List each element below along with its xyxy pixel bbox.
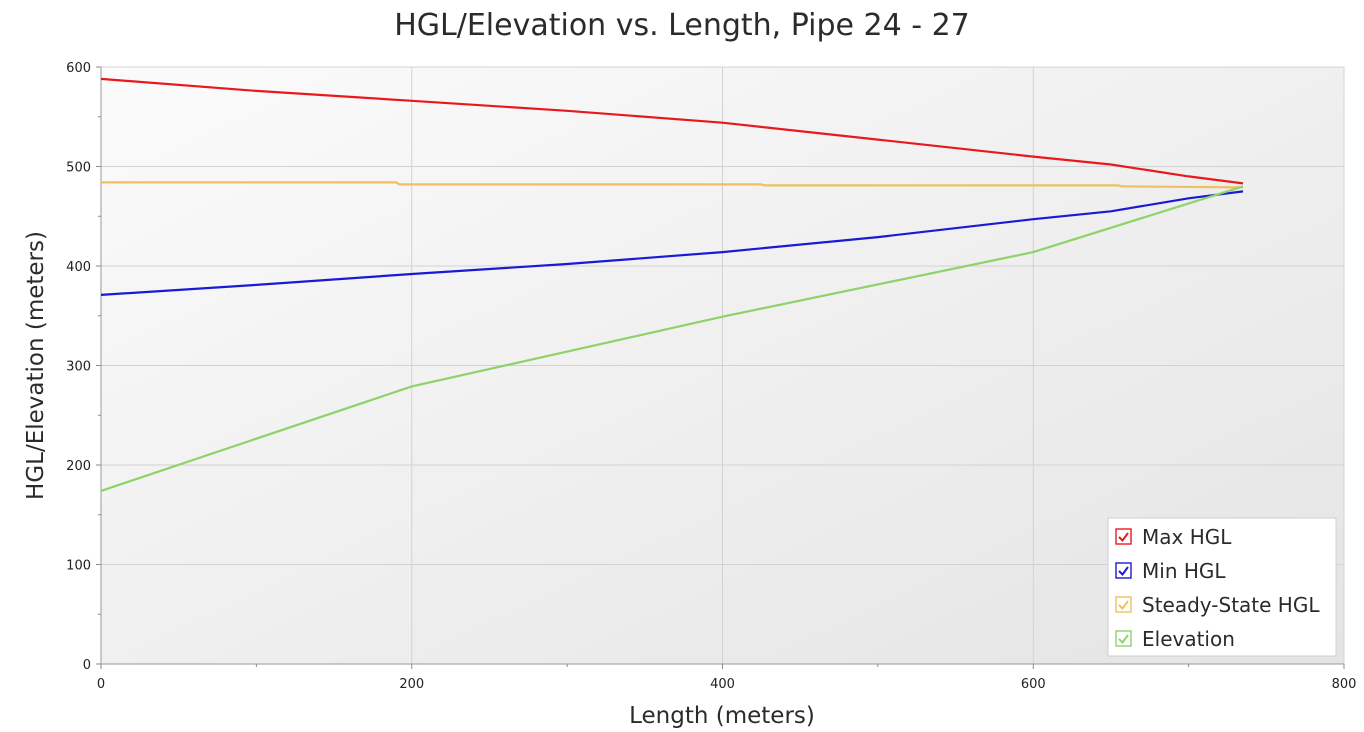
check-icon	[1118, 634, 1129, 645]
series-line-max-hgl	[100, 77, 1244, 185]
legend-label-elevation: Elevation	[1142, 627, 1235, 651]
legend-label-min-hgl: Min HGL	[1142, 559, 1226, 583]
series-line-elevation	[100, 185, 1244, 492]
y-tick-label: 500	[66, 161, 91, 176]
legend-checkbox-elevation[interactable]	[1115, 630, 1132, 647]
x-tick-label: 600	[1021, 677, 1046, 692]
y-tick-label: 300	[66, 360, 91, 375]
y-tick-label: 100	[66, 559, 91, 574]
series-lines	[100, 77, 1244, 492]
x-tick-label: 200	[399, 677, 424, 692]
x-tick-label: 800	[1332, 677, 1357, 692]
y-tick-label: 0	[83, 658, 91, 673]
gridlines	[101, 67, 1344, 664]
y-tick-label: 600	[66, 61, 91, 76]
check-icon	[1118, 600, 1129, 611]
legend-box	[1107, 517, 1337, 657]
x-axis-label: Length (meters)	[629, 703, 815, 729]
y-tick-label: 200	[66, 459, 91, 474]
legend-checkbox-min-hgl[interactable]	[1115, 562, 1132, 579]
series-line-steady-state-hgl	[101, 181, 1244, 189]
x-axis-ticks: 0 200 400 600 800	[97, 664, 1357, 692]
chart-title: HGL/Elevation vs. Length, Pipe 24 - 27	[394, 8, 970, 43]
y-axis-label: HGL/Elevation (meters)	[23, 231, 49, 500]
check-icon	[1118, 532, 1129, 543]
legend-checkbox-max-hgl[interactable]	[1115, 528, 1132, 545]
x-tick-label: 0	[97, 677, 105, 692]
x-tick-label: 400	[710, 677, 735, 692]
y-axis-ticks: 0 100 200 300 400 500 600	[66, 61, 101, 673]
legend-label-steady-state-hgl: Steady-State HGL	[1142, 593, 1320, 617]
legend: Max HGL Min HGL Steady-State HGL Elevation	[1107, 517, 1337, 657]
y-tick-label: 400	[66, 260, 91, 275]
legend-checkbox-steady-state-hgl[interactable]	[1115, 596, 1132, 613]
check-icon	[1118, 566, 1129, 577]
series-line-min-hgl	[100, 190, 1244, 296]
legend-label-max-hgl: Max HGL	[1142, 525, 1232, 549]
